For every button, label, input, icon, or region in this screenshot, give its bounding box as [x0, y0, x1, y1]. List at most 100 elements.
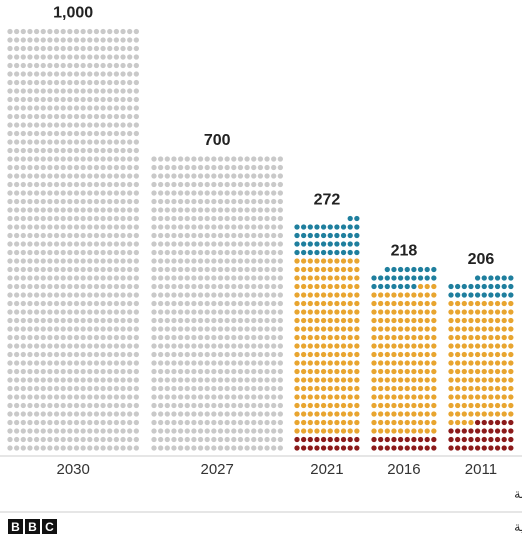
dot — [334, 377, 340, 383]
dot — [20, 377, 26, 383]
dot — [120, 54, 126, 60]
dot — [474, 292, 481, 298]
dot — [264, 377, 270, 383]
dot — [158, 419, 164, 426]
dot — [47, 300, 53, 307]
dot — [151, 402, 157, 409]
dot — [158, 394, 164, 400]
dot — [60, 62, 66, 69]
dot — [461, 411, 467, 417]
dot — [320, 317, 327, 324]
dot — [320, 377, 327, 383]
dot — [501, 334, 507, 341]
dot — [307, 309, 313, 315]
dot — [431, 445, 437, 451]
dot — [113, 436, 120, 443]
dot — [53, 96, 60, 103]
dot — [191, 198, 197, 205]
dot — [264, 224, 270, 230]
dot — [67, 45, 73, 52]
dot — [100, 147, 106, 154]
dot — [107, 173, 113, 179]
dot — [431, 300, 437, 307]
dot — [14, 173, 20, 179]
dot — [384, 275, 390, 281]
dot — [384, 436, 390, 443]
dot — [164, 436, 170, 443]
dot — [113, 113, 120, 120]
dot — [53, 147, 60, 154]
dot — [120, 164, 126, 171]
dot — [244, 385, 250, 392]
dot — [271, 258, 277, 264]
dot — [151, 181, 157, 188]
dot — [40, 88, 46, 94]
dot — [20, 62, 26, 69]
dot — [100, 139, 106, 145]
dot — [448, 351, 454, 358]
dot — [508, 343, 514, 349]
dot — [80, 96, 86, 103]
dot — [294, 266, 300, 273]
dot — [184, 317, 190, 324]
dot — [7, 436, 13, 443]
dot — [27, 326, 33, 332]
dot — [397, 360, 404, 366]
dot — [67, 351, 73, 358]
dot — [371, 385, 377, 392]
dot — [27, 37, 33, 43]
dot — [347, 292, 353, 298]
dot — [7, 411, 13, 417]
dot — [340, 258, 347, 264]
dot — [107, 283, 113, 290]
dot — [67, 334, 73, 341]
dot — [231, 326, 237, 332]
dot — [20, 147, 26, 154]
dot — [474, 428, 481, 434]
dot — [371, 351, 377, 358]
dot — [204, 164, 210, 171]
dot — [411, 360, 417, 366]
dot — [20, 190, 26, 196]
dot — [60, 419, 66, 426]
dot — [27, 79, 33, 86]
dot — [7, 232, 13, 239]
dot — [244, 428, 250, 434]
dot — [257, 181, 264, 188]
dot — [237, 266, 244, 273]
dot — [73, 377, 80, 383]
dot — [231, 445, 237, 451]
dot — [73, 343, 80, 349]
dot — [177, 334, 184, 341]
dot — [80, 309, 86, 315]
dot — [27, 156, 33, 162]
dot — [7, 385, 13, 392]
dot — [133, 326, 140, 332]
dot — [164, 428, 170, 434]
dot — [113, 292, 120, 298]
dot — [327, 232, 333, 239]
dot — [371, 402, 377, 409]
dot — [404, 445, 410, 451]
dot — [100, 266, 106, 273]
dot — [474, 394, 481, 400]
dot — [417, 300, 424, 307]
dot — [40, 360, 46, 366]
dot — [53, 351, 60, 358]
dot — [20, 326, 26, 332]
dot — [217, 377, 224, 383]
dot — [53, 275, 60, 281]
dot — [87, 275, 93, 281]
dot — [264, 249, 270, 256]
dot — [224, 368, 230, 375]
dot — [184, 385, 190, 392]
dot — [264, 300, 270, 307]
dot — [417, 436, 424, 443]
dot — [488, 411, 494, 417]
dot — [164, 411, 170, 417]
dot — [501, 300, 507, 307]
dot — [404, 411, 410, 417]
dot — [67, 96, 73, 103]
dot — [264, 394, 270, 400]
dot — [244, 436, 250, 443]
